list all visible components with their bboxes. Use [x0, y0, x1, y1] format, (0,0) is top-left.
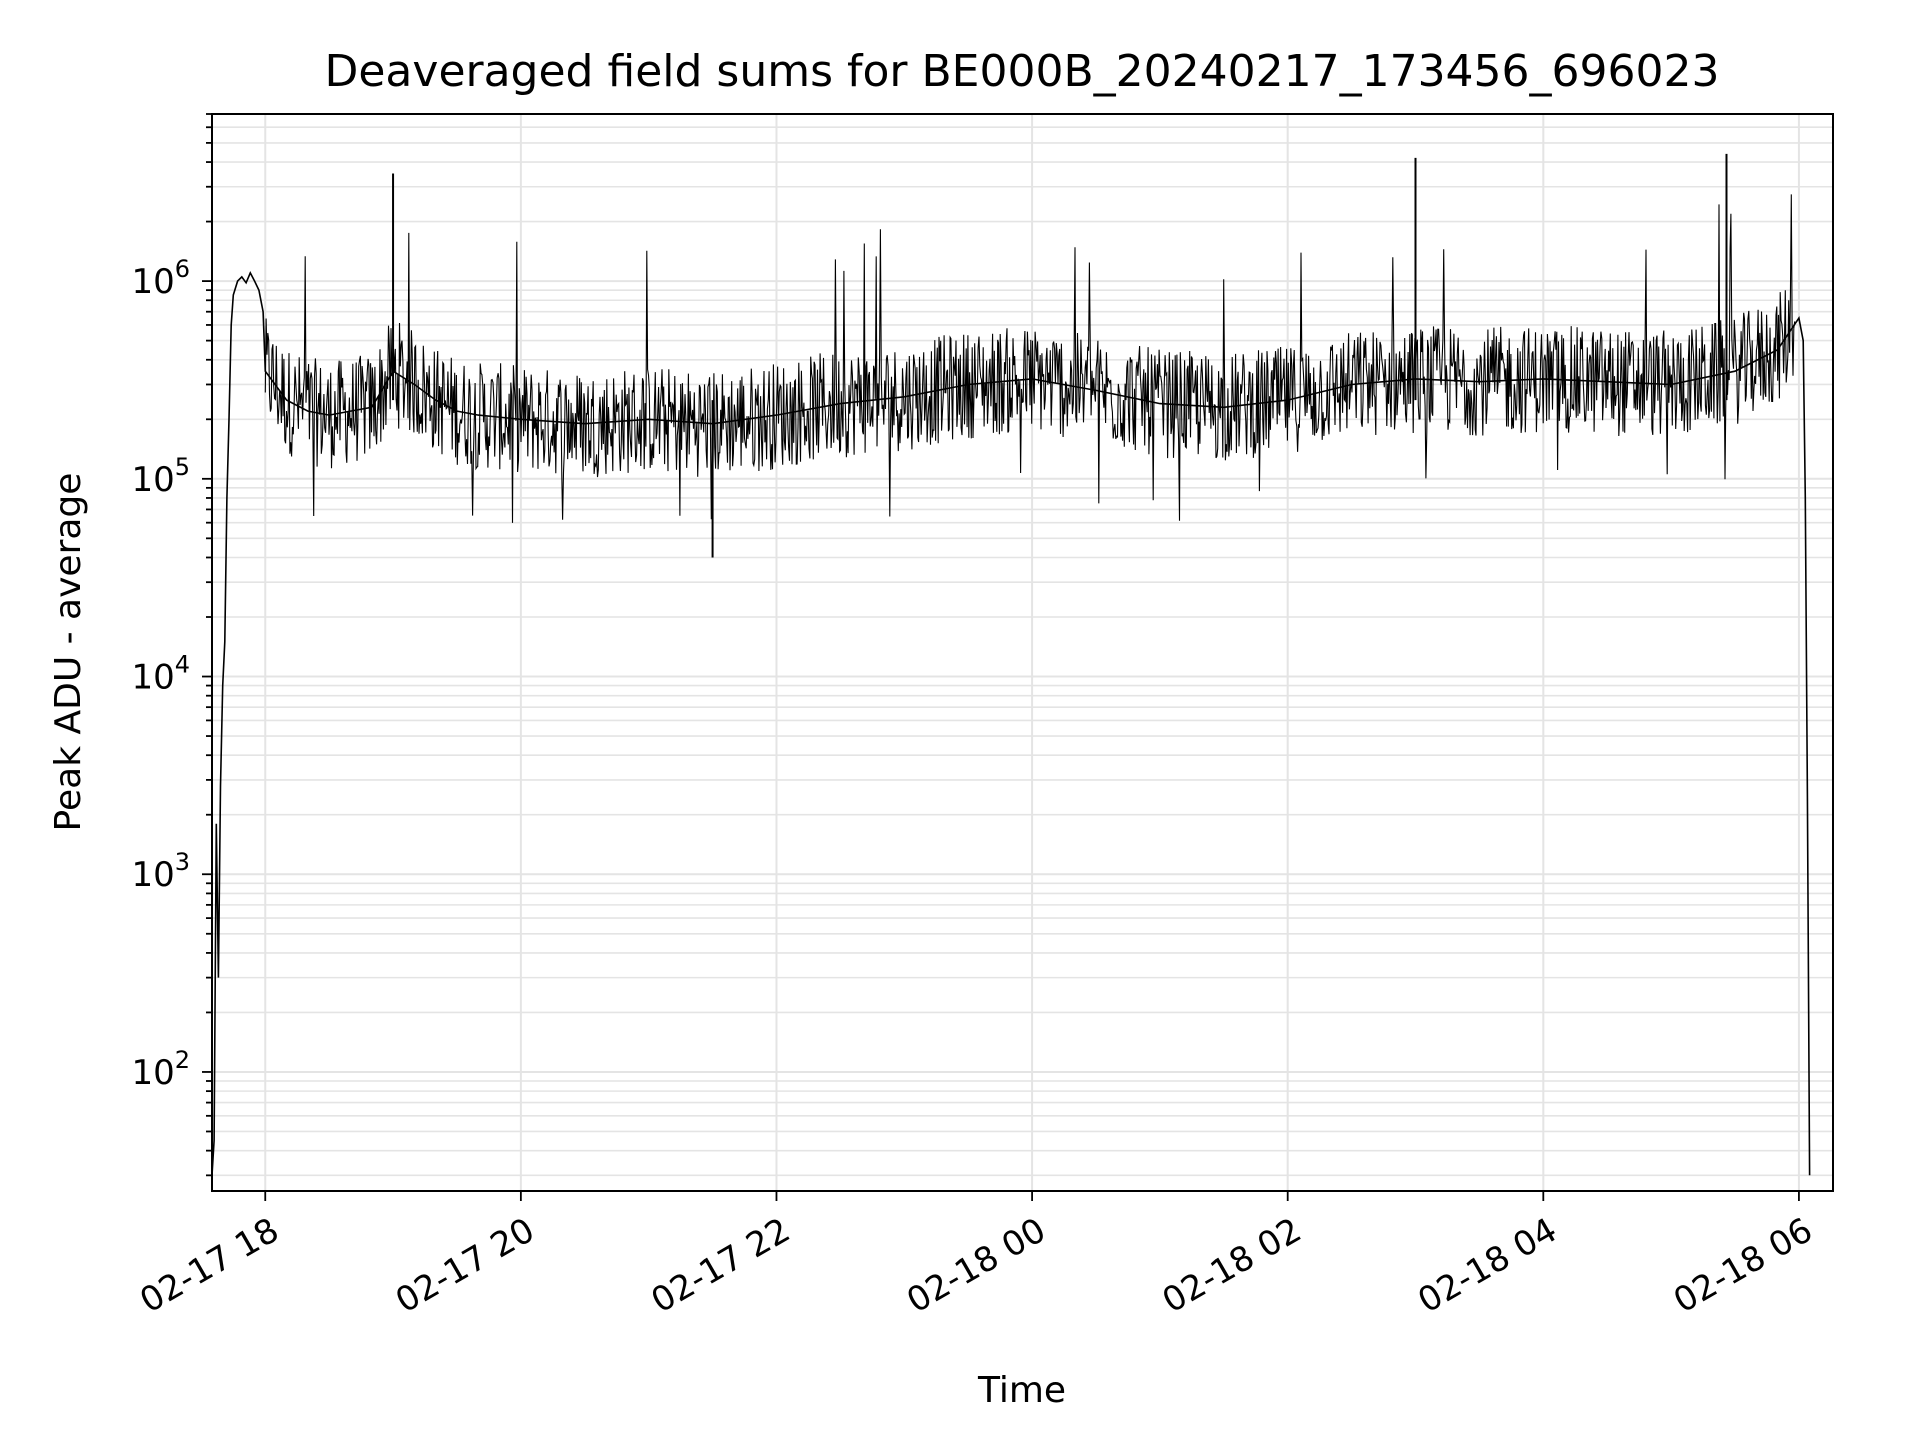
y-tick-label: 106 — [131, 255, 190, 302]
y-tick-label: 102 — [131, 1046, 190, 1093]
plot-frame — [211, 113, 1834, 1192]
series-noise — [264, 194, 1796, 523]
chart-title: Deaveraged field sums for BE000B_2024021… — [324, 46, 1719, 97]
y-tick-label: 103 — [131, 848, 190, 895]
y-axis-label: Peak ADU - average — [48, 473, 89, 832]
y-tick-label: 104 — [131, 651, 190, 698]
series-layer — [211, 153, 1811, 1176]
x-axis-label: Time — [977, 1370, 1066, 1411]
grid — [212, 113, 1833, 1191]
y-tick-label: 105 — [131, 453, 190, 500]
